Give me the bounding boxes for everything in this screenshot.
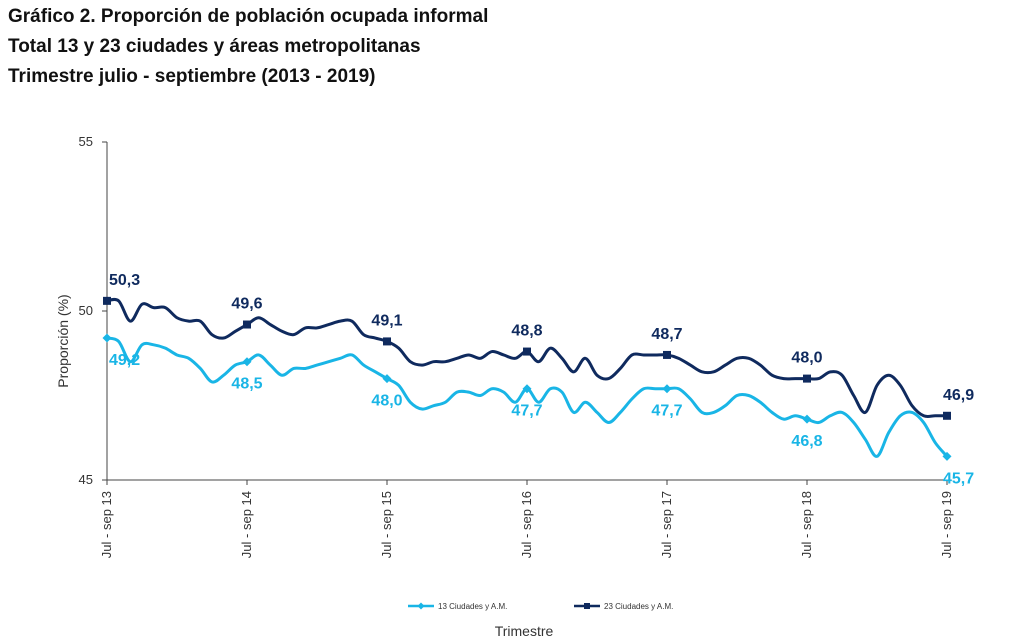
series-23-marker — [663, 350, 671, 359]
series-23-marker — [523, 347, 531, 356]
series-23-marker — [943, 411, 951, 420]
series-13-marker — [382, 374, 392, 384]
legend-label-23-ciudades: 23 Ciudades y A.M. — [604, 602, 673, 611]
series-13-data-label: 45,7 — [943, 470, 974, 487]
series-23-marker — [383, 337, 391, 346]
chart-subtitle-period: Trimestre julio - septiembre (2013 - 201… — [8, 66, 376, 87]
series-13-data-label: 48,0 — [371, 393, 402, 410]
series-23-data-label: 46,9 — [943, 387, 974, 404]
series-13-data-label: 46,8 — [791, 433, 822, 450]
series-13-marker — [102, 333, 112, 343]
legend-label-13-ciudades: 13 Ciudades y A.M. — [438, 602, 507, 611]
series-13-marker — [242, 357, 252, 367]
x-tick-label: Jul - sep 17 — [659, 491, 674, 558]
y-tick-label: 55 — [79, 134, 93, 149]
chart-title: Gráfico 2. Proporción de población ocupa… — [8, 6, 489, 27]
y-tick-label: 45 — [79, 472, 93, 487]
x-axis-title: Trimestre — [495, 623, 554, 639]
x-tick-label: Jul - sep 14 — [239, 491, 254, 558]
series-23-marker — [803, 374, 811, 383]
series-13-data-label: 47,7 — [511, 403, 542, 420]
chart-data-labels: 49,2 48,5 48,0 47,7 47,7 46,8 45,7 50,3 49,6 49,1… — [109, 272, 974, 487]
series-23-data-label: 49,6 — [231, 296, 262, 313]
chart-title-block: Gráfico 2. Proporción de población ocupa… — [8, 2, 488, 92]
series-23-data-label: 50,3 — [109, 272, 140, 289]
series-23-data-label: 48,0 — [791, 350, 822, 367]
series-23-data-label: 48,8 — [511, 323, 542, 340]
series-13-data-label: 48,5 — [231, 376, 262, 393]
x-tick-label: Jul - sep 16 — [519, 491, 534, 558]
series-23-marker — [243, 320, 251, 329]
series-23-data-label: 48,7 — [651, 326, 682, 343]
series-13-data-label: 49,2 — [109, 352, 140, 369]
series-13-data-label: 47,7 — [651, 403, 682, 420]
chart-series — [102, 296, 952, 461]
x-tick-label: Jul - sep 15 — [379, 491, 394, 558]
x-tick-label: Jul - sep 19 — [939, 491, 954, 558]
x-tick-label: Jul - sep 18 — [799, 491, 814, 558]
legend-swatch-marker — [417, 602, 425, 610]
chart-legend: 13 Ciudades y A.M. 23 Ciudades y A.M. — [408, 602, 673, 611]
x-tick-label: Jul - sep 13 — [99, 491, 114, 558]
chart-axes: 45 50 55 Jul - sep 13 Jul - sep 14 Jul - sep … — [79, 134, 954, 558]
legend-swatch-marker — [584, 603, 590, 609]
series-13-marker — [802, 414, 812, 424]
chart-subtitle-scope: Total 13 y 23 ciudades y áreas metropoli… — [8, 36, 421, 57]
series-13-marker — [942, 451, 952, 461]
series-23-marker — [103, 296, 111, 305]
series-13-marker — [662, 384, 672, 394]
y-tick-label: 50 — [79, 303, 93, 318]
series-23-data-label: 49,1 — [371, 312, 402, 329]
series-13-marker — [522, 384, 532, 394]
y-axis-title: Proporción (%) — [55, 294, 71, 387]
